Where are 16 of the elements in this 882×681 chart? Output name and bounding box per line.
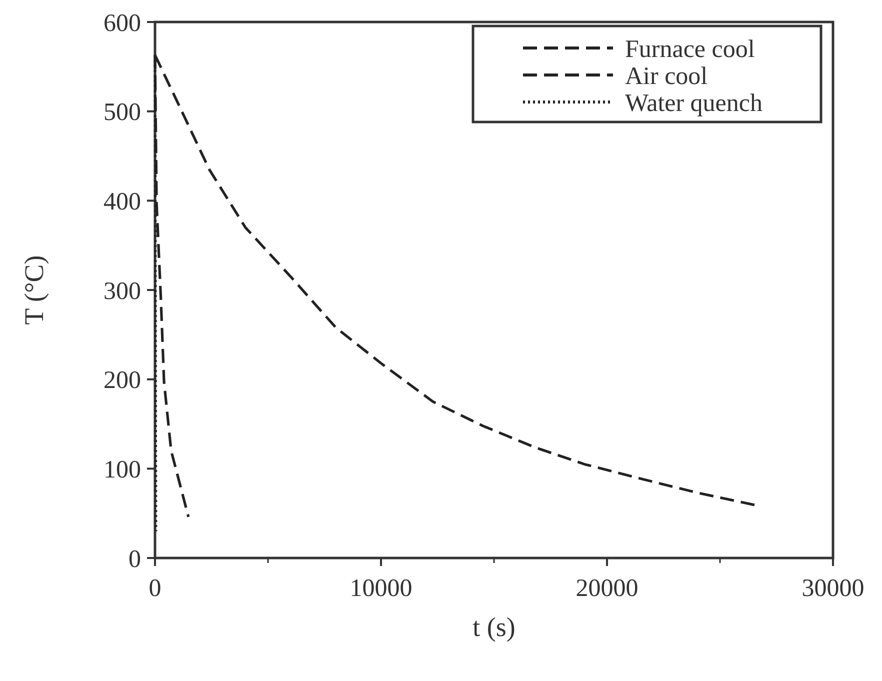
x-tick-label: 0	[148, 575, 162, 602]
legend-label: Furnace cool	[625, 36, 755, 63]
y-tick-label: 200	[104, 367, 141, 394]
x-tick-label: 20000	[576, 575, 638, 602]
y-tick-label: 600	[104, 10, 141, 37]
x-tick-label: 10000	[350, 575, 412, 602]
legend-label: Water quench	[625, 90, 763, 117]
legend-label: Air cool	[625, 62, 708, 90]
x-axis-title: t (s)	[472, 612, 516, 642]
y-tick-label: 0	[128, 546, 141, 573]
y-tick-label: 400	[104, 188, 141, 216]
y-tick-label: 100	[104, 456, 141, 484]
x-tick-label: 30000	[802, 575, 864, 602]
y-axis-title: T (°C)	[19, 255, 49, 325]
y-tick-label: 500	[104, 99, 141, 126]
y-tick-label: 300	[104, 278, 141, 305]
